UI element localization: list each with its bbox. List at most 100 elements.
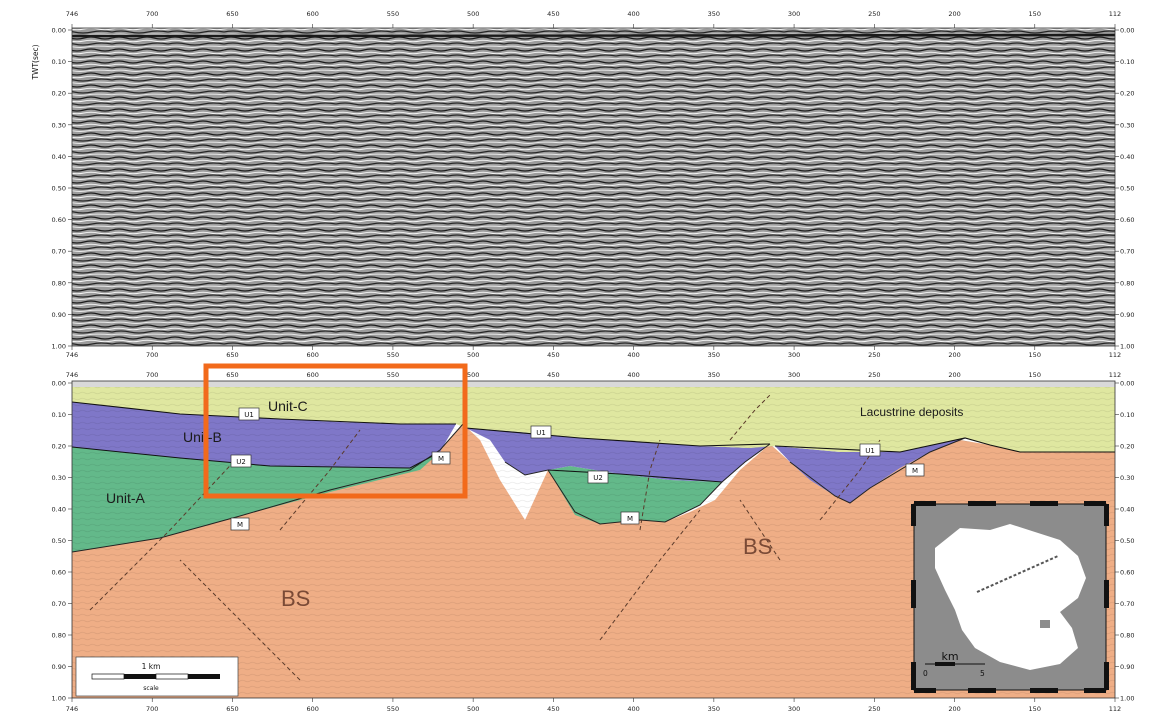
- x-tick-label: 200: [948, 351, 960, 359]
- svg-text:M: M: [912, 467, 918, 475]
- y-tick-label: 0.50: [1120, 185, 1134, 193]
- y-tick-label: 1.00: [1120, 343, 1134, 351]
- x-tick-label: 200: [948, 371, 960, 379]
- water-column: [72, 381, 1115, 387]
- y-tick-label: 0.70: [1120, 248, 1134, 256]
- y-tick-label: 0.70: [52, 248, 66, 256]
- top-panel-left-axis: 0.00 0.10 0.20 0.30 0.40 0.50 0.60 0.70 0.80 0.90…: [52, 27, 72, 351]
- y-tick-label: 0.40: [1120, 506, 1134, 514]
- x-tick-label: 300: [788, 10, 800, 18]
- y-tick-label: 0.00: [52, 27, 66, 35]
- highlight-box: [203, 363, 468, 499]
- y-tick-label: 0.80: [52, 279, 66, 287]
- bottom-panel-bottom-axis: 746 700 650 600 550 500 450 400 350 300 250 200 150 1…: [66, 698, 1121, 713]
- x-tick-label: 550: [387, 705, 399, 713]
- y-tick-label: 0.20: [1120, 443, 1134, 451]
- y-tick-label: 0.80: [1120, 279, 1134, 287]
- horizon-tag: M: [431, 451, 451, 465]
- horizon-tag: M: [230, 517, 250, 531]
- horizon-tag: U2: [230, 454, 252, 468]
- y-tick-label: 0.50: [52, 185, 66, 193]
- y-tick-label: 0.80: [1120, 632, 1134, 640]
- x-tick-label: 700: [146, 371, 158, 379]
- x-tick-label: 150: [1029, 371, 1041, 379]
- x-tick-label: 550: [387, 371, 399, 379]
- y-tick-label: 0.10: [1120, 411, 1134, 419]
- y-tick-label: 0.40: [52, 506, 66, 514]
- y-tick-label: 0.90: [52, 663, 66, 671]
- x-tick-label: 350: [708, 10, 720, 18]
- x-tick-label: 150: [1029, 10, 1041, 18]
- x-tick-label: 746: [66, 371, 78, 379]
- unit-c-label: Unit-C: [268, 398, 308, 414]
- x-tick-label: 550: [387, 351, 399, 359]
- svg-text:U1: U1: [865, 447, 875, 455]
- horizon-tag: M: [905, 463, 925, 477]
- y-tick-label: 0.10: [52, 411, 66, 419]
- scale-bar: 1 km scale: [75, 656, 239, 697]
- bottom-panel-right-axis: 0.00 0.10 0.20 0.30 0.40 0.50 0.60 0.70 0.80 0.90…: [1115, 380, 1134, 703]
- x-tick-label: 350: [708, 705, 720, 713]
- y-tick-label: 0.10: [52, 58, 66, 66]
- x-tick-label: 650: [226, 10, 238, 18]
- y-tick-label: 0.60: [52, 569, 66, 577]
- fault-lines: [89, 394, 881, 681]
- seismic-panel: [71, 27, 1116, 347]
- y-tick-label: 0.30: [1120, 121, 1134, 129]
- y-tick-label: 0.70: [1120, 600, 1134, 608]
- x-tick-label: 746: [66, 10, 78, 18]
- inset-map: km 0 5: [911, 501, 1109, 693]
- y-tick-label: 0.70: [52, 600, 66, 608]
- x-tick-label: 150: [1029, 351, 1041, 359]
- y-tick-label: 1.00: [52, 343, 66, 351]
- x-tick-label: 112: [1109, 10, 1121, 18]
- x-tick-label: 500: [467, 351, 479, 359]
- y-axis-label: TWT(sec): [31, 44, 40, 80]
- y-tick-label: 0.60: [1120, 216, 1134, 224]
- seabed-reflector: [71, 33, 1116, 38]
- y-tick-label: 0.60: [52, 216, 66, 224]
- x-tick-label: 746: [66, 351, 78, 359]
- seismic-image: [72, 28, 1115, 346]
- x-tick-label: 650: [226, 371, 238, 379]
- bottom-panel-left-axis: 0.00 0.10 0.20 0.30 0.40 0.50 0.60 0.70 0.80 0.90…: [52, 380, 72, 703]
- x-tick-label: 700: [146, 705, 158, 713]
- x-tick-label: 700: [146, 351, 158, 359]
- top-panel-bottom-axis: 746 700 650 600 550 500 450 400 350 300 250 200 150 1…: [66, 346, 1121, 359]
- y-tick-label: 0.50: [1120, 537, 1134, 545]
- x-tick-label: 400: [627, 705, 639, 713]
- u2-horizon: [72, 446, 723, 483]
- svg-text:0: 0: [923, 669, 928, 678]
- bottom-panel-top-axis: 746 700 650 600 550 500 450 400 350 300 250 200 150 1…: [66, 371, 1121, 379]
- x-tick-label: 300: [788, 705, 800, 713]
- x-tick-label: 350: [708, 371, 720, 379]
- y-tick-label: 0.30: [1120, 474, 1134, 482]
- x-tick-label: 450: [547, 351, 559, 359]
- svg-text:M: M: [237, 521, 243, 529]
- x-tick-label: 746: [66, 705, 78, 713]
- top-panel-right-axis: 0.00 0.10 0.20 0.30 0.40 0.50 0.60 0.70 0.80 0.90…: [1115, 27, 1134, 351]
- y-tick-label: 0.90: [52, 311, 66, 319]
- y-tick-label: 0.10: [1120, 58, 1134, 66]
- x-tick-label: 550: [387, 10, 399, 18]
- x-tick-label: 112: [1109, 705, 1121, 713]
- x-tick-label: 112: [1109, 351, 1121, 359]
- x-tick-label: 450: [547, 10, 559, 18]
- x-tick-label: 112: [1109, 371, 1121, 379]
- y-tick-label: 0.00: [1120, 380, 1134, 388]
- y-tick-label: 0.00: [1120, 27, 1134, 35]
- svg-text:M: M: [627, 515, 633, 523]
- horizon-tag: U1: [859, 443, 881, 457]
- x-tick-label: 600: [306, 705, 318, 713]
- svg-text:km: km: [941, 650, 958, 663]
- x-tick-label: 200: [948, 705, 960, 713]
- x-tick-label: 700: [146, 10, 158, 18]
- bs-label-right: BS: [743, 534, 772, 559]
- x-tick-label: 250: [868, 705, 880, 713]
- y-tick-label: 0.90: [1120, 663, 1134, 671]
- y-tick-label: 0.40: [52, 153, 66, 161]
- x-tick-label: 650: [226, 351, 238, 359]
- svg-text:5: 5: [980, 669, 985, 678]
- svg-text:U1: U1: [244, 411, 254, 419]
